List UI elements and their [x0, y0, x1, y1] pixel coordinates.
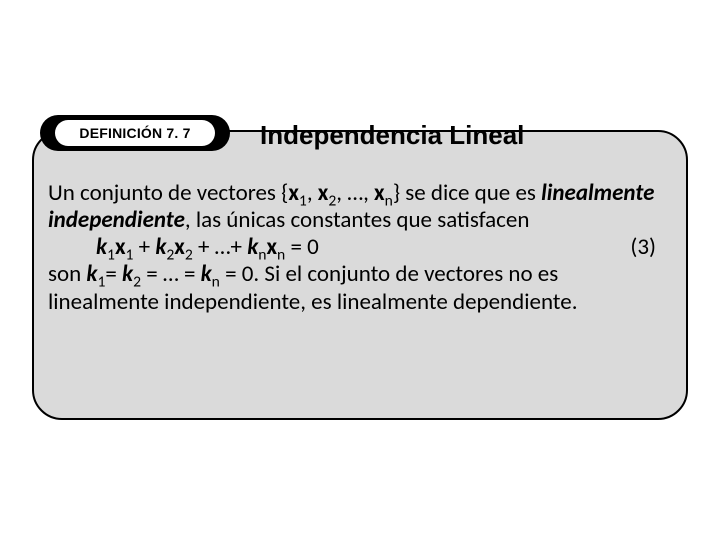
equation-tag: (3): [630, 234, 674, 261]
paragraph-2: son k1= k2 = … = kn = 0. Si el conjunto …: [48, 261, 674, 315]
text: =: [105, 260, 122, 288]
text: = … =: [141, 260, 201, 288]
vector-x1: x: [115, 233, 126, 261]
text: , …,: [336, 179, 374, 207]
definition-body: Un conjunto de vectores {x1, x2, …, xn} …: [48, 180, 674, 316]
scalar-kn: k: [201, 260, 212, 288]
equation: k1x1 + k2x2 + …+ knxn = 0: [48, 234, 319, 261]
slide: DEFINICIÓN 7. 7 Independencia Lineal Un …: [0, 0, 720, 540]
vector-xn: x: [374, 179, 385, 207]
text: Un conjunto de vectores {: [48, 179, 288, 207]
scalar-k2: k: [122, 260, 133, 288]
definition-badge: DEFINICIÓN 7. 7: [40, 115, 230, 151]
equation-line: k1x1 + k2x2 + …+ knxn = 0 (3): [48, 234, 674, 261]
paragraph-1: Un conjunto de vectores {x1, x2, …, xn} …: [48, 180, 674, 234]
vector-x2: x: [174, 233, 185, 261]
scalar-k1: k: [86, 260, 97, 288]
scalar-k2: k: [155, 233, 166, 261]
text: son: [48, 260, 86, 288]
text: + …+: [193, 233, 247, 261]
vector-x1: x: [288, 179, 299, 207]
text: , las únicas constantes que satisfacen: [185, 206, 530, 234]
text: ,: [307, 179, 318, 207]
text: +: [133, 233, 155, 261]
vector-xn: x: [266, 233, 277, 261]
text: } se dice que es: [393, 179, 541, 207]
text: = 0: [285, 233, 319, 261]
definition-badge-label: DEFINICIÓN 7. 7: [55, 120, 215, 146]
definition-title: Independencia Lineal: [260, 120, 524, 151]
scalar-k1: k: [96, 233, 107, 261]
scalar-kn: k: [247, 233, 258, 261]
vector-x2: x: [318, 179, 329, 207]
